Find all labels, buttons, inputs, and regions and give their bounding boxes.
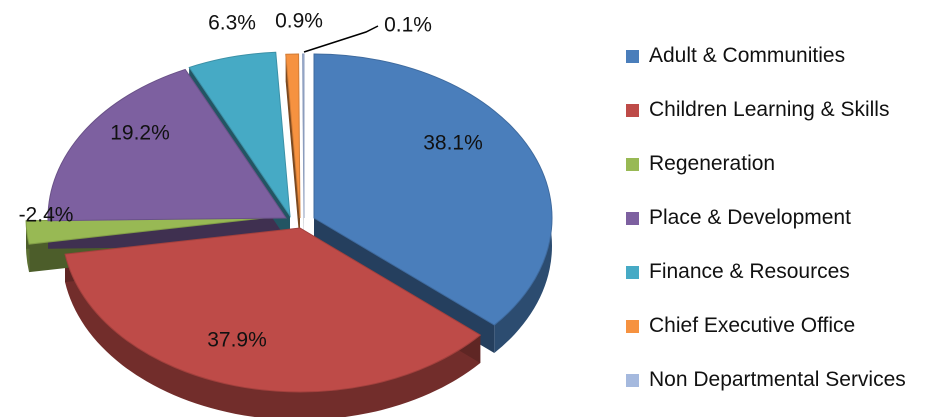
legend-swatch [626, 211, 639, 225]
legend-label: Finance & Resources [649, 260, 850, 283]
legend-label: Children Learning & Skills [649, 98, 890, 121]
legend-label: Regeneration [649, 152, 776, 175]
data-label-0: 38.1% [423, 132, 483, 155]
leader-line [303, 25, 379, 53]
slice-finance-resources [188, 51, 291, 218]
legend-swatch [626, 49, 639, 63]
legend-item-adult-communities: Adult & Communities [626, 29, 906, 83]
data-label-4: 6.3% [208, 12, 256, 35]
legend-label: Adult & Communities [649, 44, 846, 67]
slice-face-5-0 [285, 54, 300, 246]
data-label-1: 37.9% [207, 329, 267, 352]
legend-item-regeneration: Regeneration [626, 137, 906, 191]
legend-item-place-development: Place & Development [626, 191, 906, 245]
slice-chief-executive-office [285, 53, 301, 219]
slice-wall-1 [65, 254, 481, 417]
legend-label: Chief Executive Office [649, 314, 856, 337]
legend-swatch [626, 265, 639, 279]
legend: Adult & Communities Children Learning & … [626, 29, 906, 407]
slice-non-departmental-services [302, 53, 305, 219]
legend-item-non-departmental-services: Non Departmental Services [626, 353, 906, 407]
slice-children-learning-skills [64, 227, 482, 393]
pie-top-layer [25, 51, 553, 393]
legend-swatch [626, 157, 639, 171]
legend-swatch [626, 319, 639, 333]
legend-item-children-learning-skills: Children Learning & Skills [626, 83, 906, 137]
slice-regeneration [25, 217, 265, 245]
data-label-3: 19.2% [110, 122, 170, 145]
legend-label: Non Departmental Services [649, 368, 906, 391]
slice-adult-communities [313, 53, 553, 326]
legend-item-finance-resources: Finance & Resources [626, 245, 906, 299]
legend-item-chief-executive-office: Chief Executive Office [626, 299, 906, 353]
data-label-5: 0.9% [275, 10, 323, 33]
legend-swatch [626, 373, 639, 387]
legend-label: Place & Development [649, 206, 851, 229]
data-label-6: 0.1% [384, 14, 432, 37]
legend-swatch [626, 103, 639, 117]
data-label-2: -2.4% [19, 204, 74, 227]
slice-place-development [47, 68, 287, 222]
